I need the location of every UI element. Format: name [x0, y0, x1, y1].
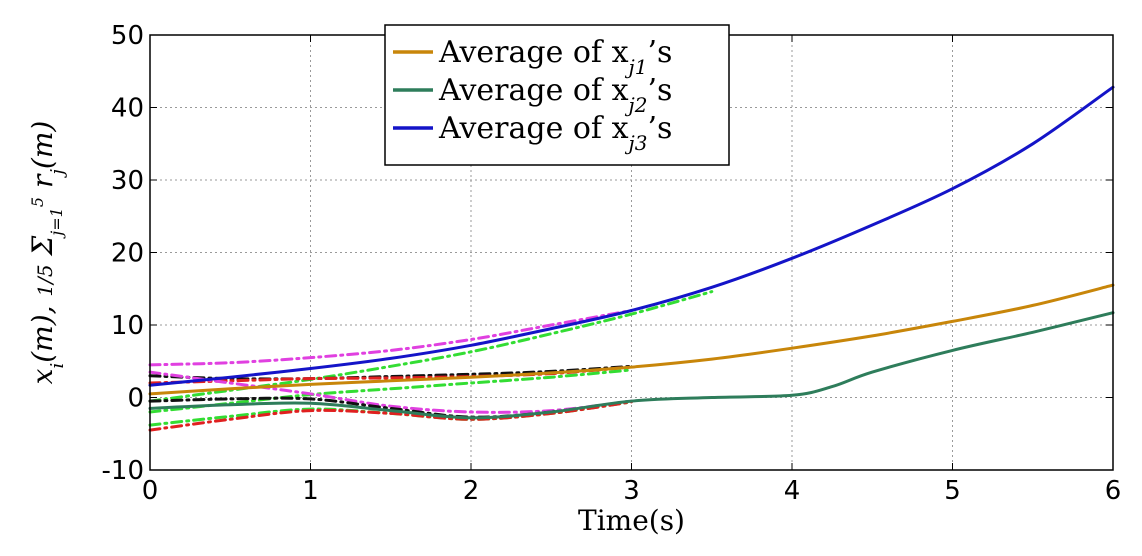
y-tick-label: -10: [102, 456, 144, 486]
series-line: [148, 311, 1115, 420]
x-tick-label: 0: [142, 476, 159, 506]
legend-entry: Average of xj2’s: [438, 73, 672, 117]
series-line: [148, 85, 1115, 387]
x-tick-label: 2: [463, 476, 480, 506]
y-tick-label: 30: [111, 166, 144, 196]
series-layer: [148, 85, 1115, 432]
legend-box: [384, 24, 730, 166]
y-tick-label: 10: [111, 311, 144, 341]
x-tick-label: 4: [784, 476, 801, 506]
legend-entry: Average of xj1’s: [438, 35, 672, 79]
series-line: [148, 283, 1115, 396]
y-tick-label: 0: [127, 384, 144, 414]
x-tick-label: 6: [1105, 476, 1122, 506]
x-tick-label: 3: [623, 476, 640, 506]
legend-entry: Average of xj3’s: [438, 111, 672, 155]
x-tick-label: 5: [944, 476, 961, 506]
y-axis-label-text: xi(m), 1/5 Σj=15 rj(m): [26, 121, 68, 385]
x-tick-label: 1: [302, 476, 319, 506]
y-tick-label: 20: [111, 239, 144, 269]
series-line: [148, 309, 633, 367]
y-axis-label: xi(m), 1/5 Σj=15 rj(m): [26, 121, 68, 385]
y-tick-label: 50: [111, 21, 144, 51]
y-tick-label: 40: [111, 94, 144, 124]
x-axis-label: Time(s): [578, 504, 685, 537]
